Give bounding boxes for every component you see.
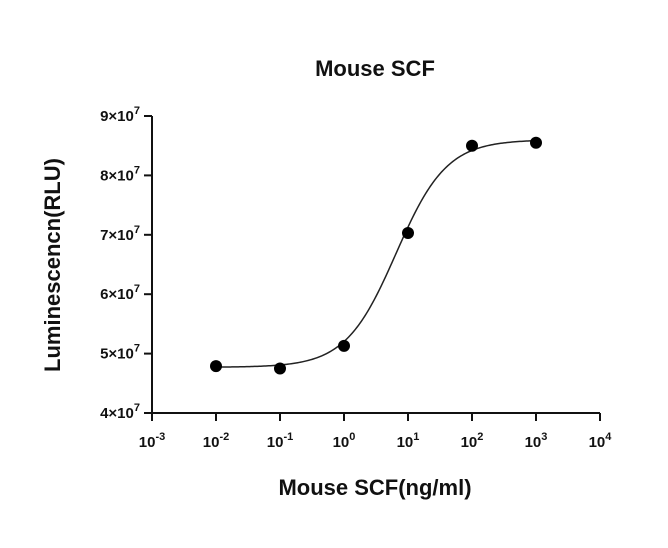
- data-point: [338, 339, 350, 352]
- x-tick-label: 104: [589, 431, 613, 451]
- x-axis-label: Mouse SCF(ng/ml): [278, 475, 471, 500]
- x-tick-label: 101: [397, 431, 420, 451]
- axes: [151, 116, 600, 414]
- data-points: [210, 136, 542, 375]
- x-tick-label: 10-3: [139, 431, 165, 451]
- x-tick-label: 100: [333, 431, 356, 451]
- y-tick-label: 5×107: [100, 343, 140, 363]
- chart-title: Mouse SCF: [315, 56, 435, 81]
- y-tick-label: 6×107: [100, 283, 140, 303]
- x-tick-label: 10-2: [203, 431, 229, 451]
- y-ticks: 4×107 5×107 6×107 7×107 8×107 9×107: [100, 105, 152, 422]
- y-tick-label: 7×107: [100, 224, 140, 244]
- y-tick-label: 8×107: [100, 164, 140, 184]
- x-tick-label: 10-1: [267, 431, 293, 451]
- fit-curve: [215, 139, 537, 368]
- data-point: [210, 360, 222, 373]
- y-tick-label: 9×107: [100, 105, 140, 125]
- x-tick-label: 102: [461, 431, 484, 451]
- data-point: [274, 362, 286, 375]
- data-point: [530, 136, 542, 149]
- y-tick-label: 4×107: [100, 402, 140, 422]
- y-axis-label: Luminescencn(RLU): [40, 158, 65, 372]
- x-tick-label: 103: [525, 431, 548, 451]
- data-point: [402, 227, 414, 240]
- x-ticks: 10-3 10-2 10-1 100 101 102 103 104: [139, 413, 613, 451]
- data-point: [466, 139, 478, 152]
